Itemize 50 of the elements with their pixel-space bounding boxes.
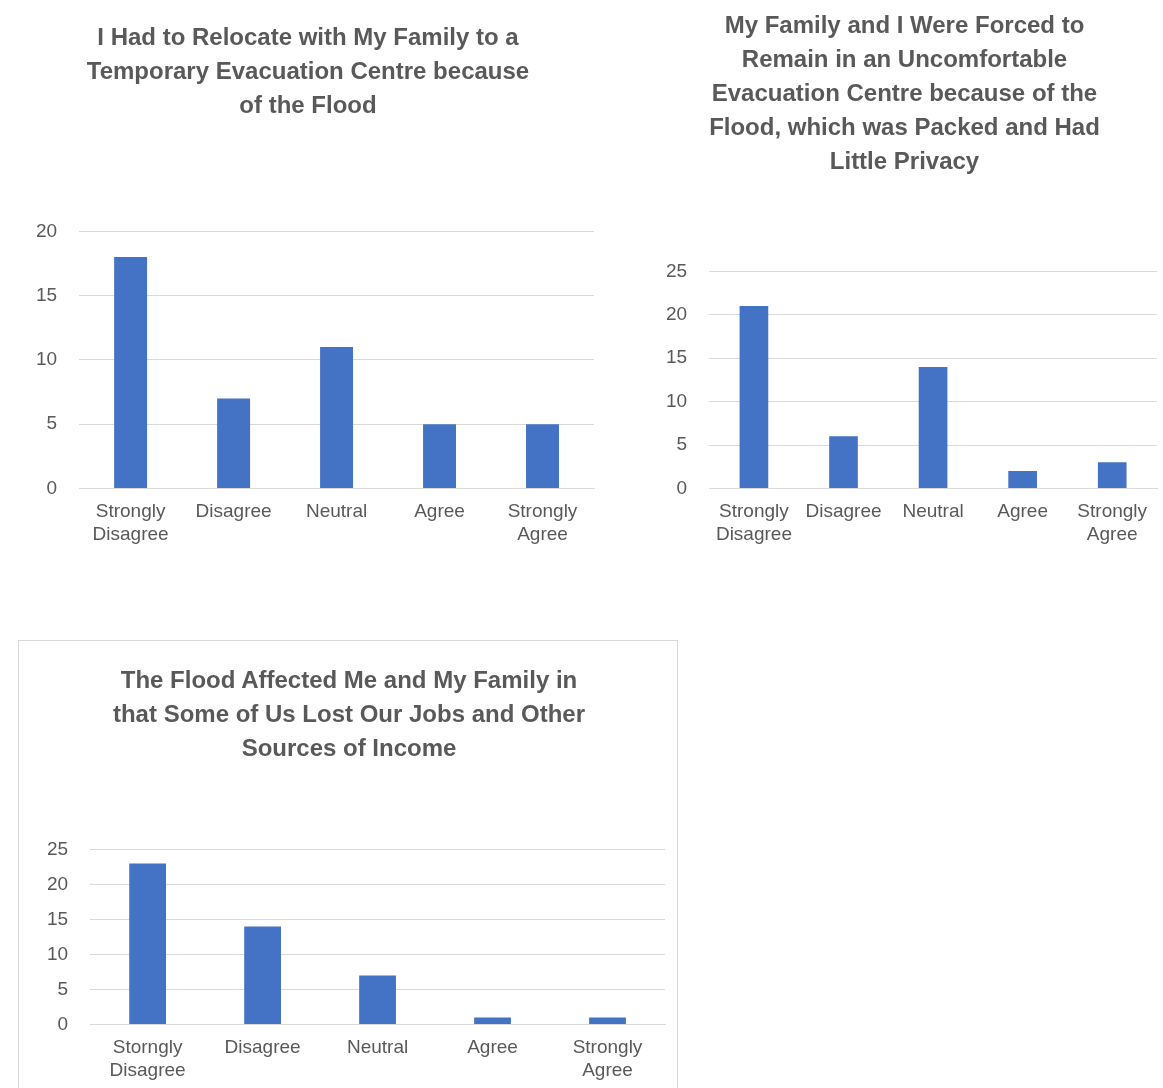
bar xyxy=(918,366,948,488)
y-tick-label: 10 xyxy=(665,389,688,411)
bar xyxy=(320,347,354,488)
bar xyxy=(474,1017,511,1024)
x-tick-label: Disagree xyxy=(195,500,272,522)
x-tick-label: Strongly Agree xyxy=(572,1036,643,1080)
x-tick-label: Storngly Disagree xyxy=(109,1036,186,1080)
y-tick-label: 20 xyxy=(665,303,688,325)
y-tick-label: 5 xyxy=(676,433,688,455)
y-tick-label: 20 xyxy=(46,872,69,894)
x-tick-label: Neutral xyxy=(346,1036,409,1058)
x-tick-label: Strongly Agree xyxy=(1077,500,1148,544)
y-tick-label: 5 xyxy=(57,977,69,999)
bar xyxy=(423,424,457,488)
x-tick-label: Agree xyxy=(414,500,465,522)
y-tick-label: 15 xyxy=(665,346,688,368)
chart-title: The Flood Affected Me and My Family in that Some of Us Lost Our Jobs and Other Sources of Income xyxy=(111,665,586,763)
x-tick-label: Strongly Disagree xyxy=(92,500,169,544)
bar xyxy=(739,306,769,488)
y-tick-label: 25 xyxy=(46,837,69,859)
x-tick-label: Strongly Agree xyxy=(507,500,578,544)
bar xyxy=(1008,471,1037,488)
bar xyxy=(244,926,281,1024)
bar xyxy=(1097,462,1127,488)
bar xyxy=(526,424,559,488)
y-tick-label: 5 xyxy=(46,412,58,434)
bar xyxy=(589,1017,626,1024)
y-tick-label: 25 xyxy=(665,259,688,281)
x-tick-label: Agree xyxy=(997,500,1048,522)
y-tick-label: 10 xyxy=(46,942,69,964)
chart-title: I Had to Relocate with My Family to a Temporary Evacuation Centre because of the Flood xyxy=(85,22,531,120)
y-tick-label: 0 xyxy=(46,476,58,498)
x-tick-label: Disagree xyxy=(224,1036,301,1058)
x-tick-label: Neutral xyxy=(902,500,964,522)
y-tick-label: 15 xyxy=(35,283,58,305)
x-tick-label: Disagree xyxy=(805,500,882,522)
y-tick-label: 0 xyxy=(57,1012,69,1034)
bar xyxy=(114,257,148,488)
x-tick-label: Agree xyxy=(467,1036,518,1058)
y-tick-label: 10 xyxy=(35,348,58,370)
bar xyxy=(217,398,251,488)
chart-title: My Family and I Were Forced to Remain in an Uncomfortable Evacuation Centre because of the Flood, which was Packed and Had Little Privacy xyxy=(708,10,1101,176)
y-tick-label: 0 xyxy=(676,476,688,498)
x-tick-label: Strongly Disagree xyxy=(715,500,792,544)
bar xyxy=(359,975,396,1024)
bar xyxy=(129,863,167,1024)
bar xyxy=(829,436,858,488)
x-tick-label: Neutral xyxy=(305,500,368,522)
y-tick-label: 20 xyxy=(35,219,58,241)
y-tick-label: 15 xyxy=(46,907,69,929)
